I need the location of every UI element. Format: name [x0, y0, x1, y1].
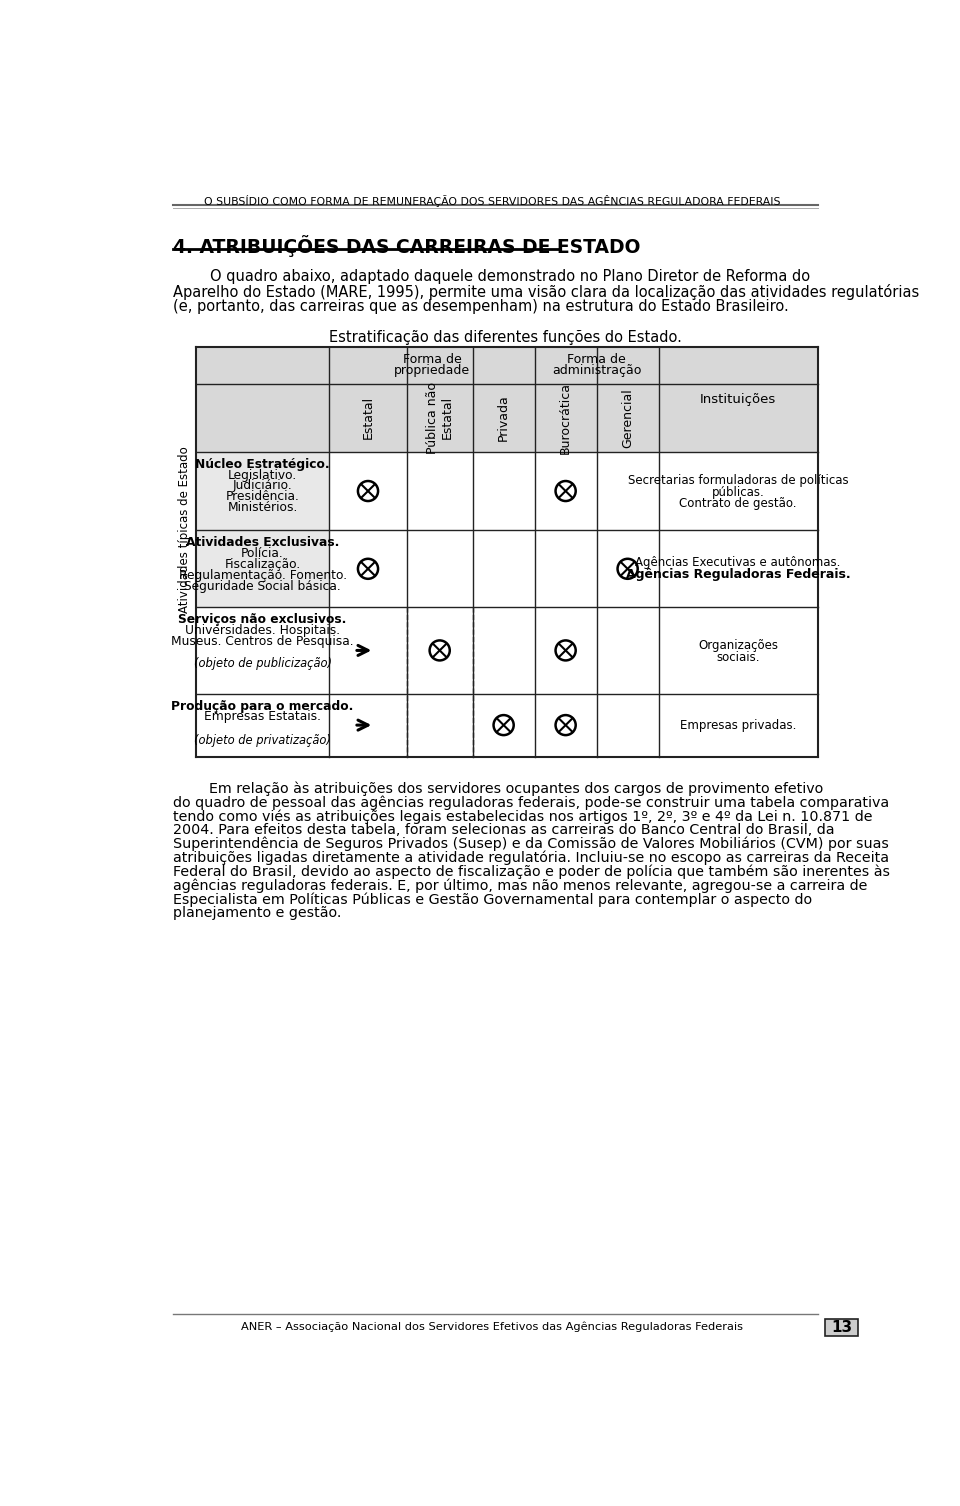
Text: tendo como viés as atribuições legais estabelecidas nos artigos 1º, 2º, 3º e 4º : tendo como viés as atribuições legais es… — [173, 809, 873, 824]
Text: Privada: Privada — [497, 395, 510, 441]
FancyBboxPatch shape — [196, 452, 329, 607]
Text: agências reguladoras federais. E, por último, mas não menos relevante, agregou-s: agências reguladoras federais. E, por úl… — [173, 878, 867, 893]
Text: (objeto de privatização): (objeto de privatização) — [194, 733, 331, 747]
Text: Produção para o mercado.: Produção para o mercado. — [172, 700, 354, 712]
Text: propriedade: propriedade — [394, 364, 470, 376]
Text: Forma de: Forma de — [402, 354, 462, 366]
FancyBboxPatch shape — [329, 607, 818, 694]
Text: ANER – Associação Nacional dos Servidores Efetivos das Agências Reguladoras Fede: ANER – Associação Nacional dos Servidore… — [241, 1322, 743, 1333]
Text: Agências Executivas e autônomas.: Agências Executivas e autônomas. — [636, 556, 841, 569]
Text: Em relação às atribuições dos servidores ocupantes dos cargos de provimento efet: Em relação às atribuições dos servidores… — [173, 782, 823, 795]
Text: (objeto de publicização): (objeto de publicização) — [194, 657, 331, 670]
Text: Organizações: Organizações — [698, 640, 778, 652]
FancyBboxPatch shape — [196, 607, 329, 756]
Text: Agências Reguladoras Federais.: Agências Reguladoras Federais. — [626, 568, 851, 581]
FancyBboxPatch shape — [329, 452, 818, 530]
Text: Empresas privadas.: Empresas privadas. — [680, 718, 796, 732]
Text: Federal do Brasil, devido ao aspecto de fiscalização e poder de polícia que tamb: Federal do Brasil, devido ao aspecto de … — [173, 864, 890, 880]
Text: Regulamentação. Fomento.: Regulamentação. Fomento. — [179, 569, 347, 581]
Text: administração: administração — [552, 364, 641, 376]
Text: Atividades Exclusivas.: Atividades Exclusivas. — [186, 536, 339, 550]
Text: atribuições ligadas diretamente a atividade regulatória. Incluiu-se no escopo as: atribuições ligadas diretamente a ativid… — [173, 851, 889, 864]
FancyBboxPatch shape — [196, 346, 818, 452]
Text: Secretarias formuladoras de políticas: Secretarias formuladoras de políticas — [628, 474, 849, 486]
Text: 2004. Para efeitos desta tabela, foram selecionas as carreiras do Banco Central : 2004. Para efeitos desta tabela, foram s… — [173, 822, 834, 837]
FancyBboxPatch shape — [826, 1319, 858, 1336]
Text: Universidades. Hospitais.: Universidades. Hospitais. — [185, 625, 340, 637]
Text: Polícia.: Polícia. — [241, 547, 284, 560]
Text: Ministérios.: Ministérios. — [228, 501, 298, 514]
Text: Judiciário.: Judiciário. — [232, 479, 293, 492]
Text: Gerencial: Gerencial — [621, 389, 635, 447]
Text: Superintendência de Seguros Privados (Susep) e da Comissão de Valores Mobiliário: Superintendência de Seguros Privados (Su… — [173, 837, 889, 851]
Text: Aparelho do Estado (MARE, 1995), permite uma visão clara da localização das ativ: Aparelho do Estado (MARE, 1995), permite… — [173, 285, 919, 300]
Text: do quadro de pessoal das agências reguladoras federais, pode-se construir uma ta: do quadro de pessoal das agências regula… — [173, 795, 889, 810]
Text: O quadro abaixo, adaptado daquele demonstrado no Plano Diretor de Reforma do: O quadro abaixo, adaptado daquele demons… — [173, 270, 810, 285]
Text: (e, portanto, das carreiras que as desempenham) na estrutura do Estado Brasileir: (e, portanto, das carreiras que as desem… — [173, 298, 788, 313]
Text: Presidência.: Presidência. — [226, 491, 300, 503]
Text: 4. ATRIBUIÇÕES DAS CARREIRAS DE ESTADO: 4. ATRIBUIÇÕES DAS CARREIRAS DE ESTADO — [173, 235, 640, 256]
Text: O SUBSÍDIO COMO FORMA DE REMUNERAÇÃO DOS SERVIDORES DAS AGÊNCIAS REGULADORA FEDE: O SUBSÍDIO COMO FORMA DE REMUNERAÇÃO DOS… — [204, 194, 780, 206]
Text: Serviços não exclusivos.: Serviços não exclusivos. — [179, 613, 347, 626]
Text: 13: 13 — [831, 1319, 852, 1334]
FancyBboxPatch shape — [329, 530, 818, 607]
Text: Empresas Estatais.: Empresas Estatais. — [204, 711, 321, 723]
Text: Núcleo Estratégico.: Núcleo Estratégico. — [195, 458, 330, 471]
Text: Seguridade Social básica.: Seguridade Social básica. — [184, 580, 341, 592]
FancyBboxPatch shape — [329, 694, 818, 756]
Text: públicas.: públicas. — [711, 486, 764, 498]
Text: Museus. Centros de Pesquisa.: Museus. Centros de Pesquisa. — [171, 636, 354, 648]
Text: Pública não
Estatal: Pública não Estatal — [425, 383, 454, 453]
Text: Estatal: Estatal — [362, 396, 374, 440]
Text: planejamento e gestão.: planejamento e gestão. — [173, 907, 341, 920]
Text: sociais.: sociais. — [716, 651, 759, 664]
Text: Estratificação das diferentes funções do Estado.: Estratificação das diferentes funções do… — [329, 330, 683, 345]
Text: Legislativo.: Legislativo. — [228, 468, 298, 482]
Text: Instituições: Instituições — [700, 393, 777, 407]
Text: Especialista em Políticas Públicas e Gestão Governamental para contemplar o aspe: Especialista em Políticas Públicas e Ges… — [173, 892, 812, 907]
Text: Contrato de gestão.: Contrato de gestão. — [680, 497, 797, 511]
Text: Burocrática: Burocrática — [559, 383, 572, 453]
Text: Forma de: Forma de — [567, 354, 626, 366]
Text: Atividades típicas de Estado: Atividades típicas de Estado — [178, 446, 191, 613]
Text: Fiscalização.: Fiscalização. — [225, 559, 300, 571]
